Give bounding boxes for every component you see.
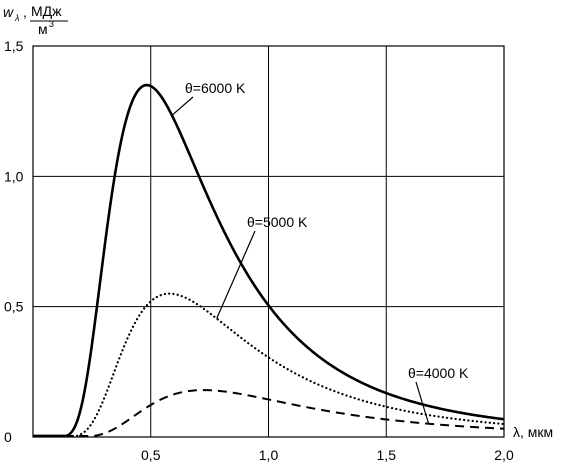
- curve-annotations: θ=6000 K θ=5000 K θ=4000 K: [171, 80, 469, 424]
- y-axis-label: w λ , МДж м 3: [3, 3, 68, 37]
- series-line-4000k: [34, 389, 505, 437]
- curves: [33, 83, 506, 438]
- series-line-6000k: [34, 83, 505, 438]
- y-axis-separator: ,: [23, 4, 27, 20]
- annotation-label: θ=6000 K: [185, 80, 246, 96]
- x-tick-label: 1,5: [377, 447, 397, 463]
- annotation-leader-line: [415, 381, 430, 424]
- y-tick-label: 0: [4, 429, 12, 445]
- x-tick-label: 0,5: [141, 447, 161, 463]
- y-tick-label: 0,5: [4, 299, 24, 315]
- y-tick-label: 1,0: [4, 168, 24, 184]
- grid: [33, 46, 504, 437]
- annotation-leader-line: [171, 96, 194, 116]
- x-tick-label: 2,0: [494, 447, 514, 463]
- y-tick-label: 1,5: [4, 38, 24, 54]
- y-axis-unit-numerator: МДж: [31, 3, 62, 19]
- axes: [32, 45, 505, 438]
- x-tick-label: 1,0: [259, 447, 279, 463]
- y-axis-subscript: λ: [14, 13, 19, 23]
- annotation-label: θ=5000 K: [247, 214, 308, 230]
- y-axis-unit-denominator: м: [38, 21, 48, 37]
- x-axis-label: λ, мкм: [513, 424, 553, 440]
- annotation-leader-line: [216, 230, 256, 319]
- plot-frame: [32, 45, 505, 438]
- tick-labels: 0,5 1,0 1,5 2,0 0 0,5 1,0 1,5: [4, 38, 514, 463]
- y-axis-symbol: w: [3, 4, 14, 20]
- annotation-label: θ=4000 K: [408, 365, 469, 381]
- y-axis-unit-exponent: 3: [49, 19, 54, 29]
